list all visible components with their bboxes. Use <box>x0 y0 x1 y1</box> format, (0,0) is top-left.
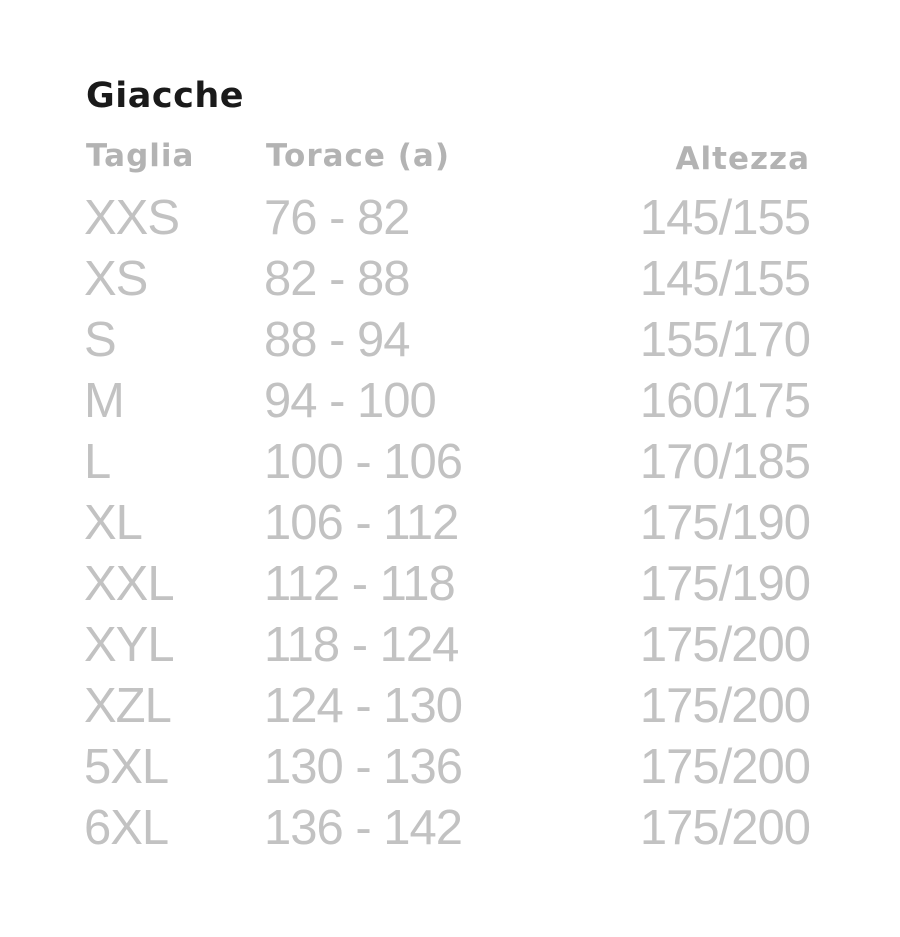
table-row: 6XL 136 - 142 175/200 <box>0 798 900 859</box>
table-row: XXS 76 - 82 145/155 <box>0 188 900 249</box>
header-chest: Torace (a) <box>266 138 450 174</box>
chest-cell: 100 - 106 <box>264 435 463 489</box>
height-cell: 175/200 <box>639 740 811 794</box>
chest-cell: 82 - 88 <box>264 252 411 306</box>
table-row: XXL 112 - 118 175/190 <box>0 554 900 615</box>
height-cell: 160/175 <box>639 374 811 428</box>
chest-cell: 88 - 94 <box>264 313 411 367</box>
header-height: Altezza <box>675 141 810 177</box>
size-cell: XXS <box>84 191 180 245</box>
page-title: Giacche <box>86 76 244 116</box>
table-row: XS 82 - 88 145/155 <box>0 249 900 310</box>
chest-cell: 136 - 142 <box>264 801 463 855</box>
size-cell: S <box>84 313 117 367</box>
chest-cell: 112 - 118 <box>264 557 456 611</box>
height-cell: 170/185 <box>639 435 811 489</box>
chest-cell: 76 - 82 <box>264 191 411 245</box>
height-cell: 145/155 <box>639 252 811 306</box>
height-cell: 175/200 <box>639 618 811 672</box>
table-row: S 88 - 94 155/170 <box>0 310 900 371</box>
size-cell: XXL <box>84 557 175 611</box>
table-row: L 100 - 106 170/185 <box>0 432 900 493</box>
height-cell: 145/155 <box>639 191 811 245</box>
height-cell: 175/200 <box>639 679 811 733</box>
size-cell: 5XL <box>84 740 169 794</box>
table-row: XL 106 - 112 175/190 <box>0 493 900 554</box>
size-cell: XYL <box>84 618 175 672</box>
chest-cell: 118 - 124 <box>264 618 459 672</box>
height-cell: 175/190 <box>639 496 811 550</box>
table-row: 5XL 130 - 136 175/200 <box>0 737 900 798</box>
size-cell: 6XL <box>84 801 169 855</box>
chest-cell: 106 - 112 <box>264 496 459 550</box>
table-row: XZL 124 - 130 175/200 <box>0 676 900 737</box>
size-cell: L <box>84 435 111 489</box>
size-cell: XL <box>84 496 143 550</box>
height-cell: 175/200 <box>639 801 811 855</box>
height-cell: 175/190 <box>639 557 811 611</box>
height-cell: 155/170 <box>639 313 811 367</box>
table-row: XYL 118 - 124 175/200 <box>0 615 900 676</box>
size-cell: M <box>84 374 125 428</box>
table-row: M 94 - 100 160/175 <box>0 371 900 432</box>
size-cell: XZL <box>84 679 172 733</box>
size-cell: XS <box>84 252 148 306</box>
chest-cell: 94 - 100 <box>264 374 437 428</box>
header-size: Taglia <box>86 138 195 174</box>
chest-cell: 124 - 130 <box>264 679 463 733</box>
chest-cell: 130 - 136 <box>264 740 463 794</box>
